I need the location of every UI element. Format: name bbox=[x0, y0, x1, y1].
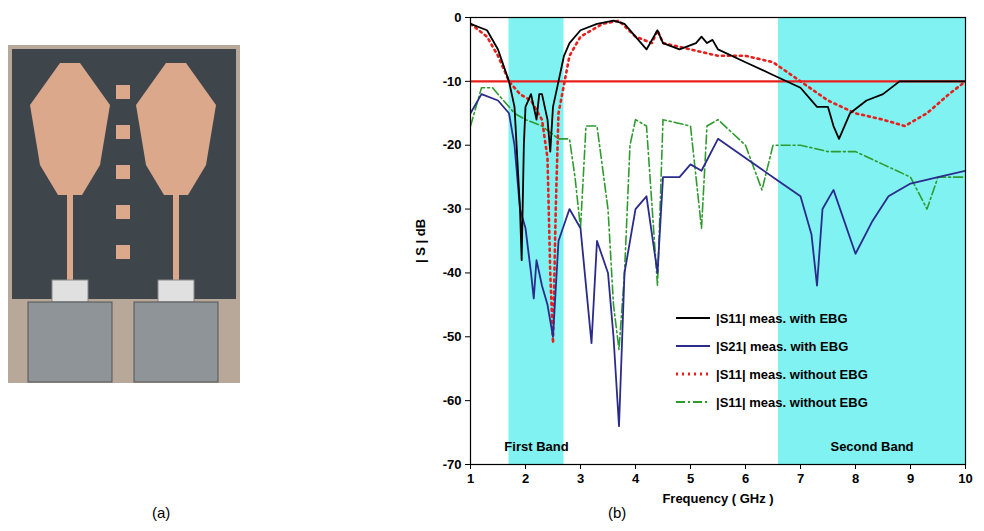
svg-text:| S | dB: | S | dB bbox=[413, 219, 428, 263]
svg-text:3: 3 bbox=[577, 471, 584, 486]
svg-text:4: 4 bbox=[632, 471, 640, 486]
svg-text:-70: -70 bbox=[443, 457, 462, 472]
svg-text:2: 2 bbox=[522, 471, 529, 486]
svg-text:|S11| meas. with EBG: |S11| meas. with EBG bbox=[716, 311, 848, 326]
svg-text:-50: -50 bbox=[443, 329, 462, 344]
svg-text:|S21| meas. with EBG: |S21| meas. with EBG bbox=[716, 339, 848, 354]
svg-text:|S11| meas. without EBG: |S11| meas. without EBG bbox=[716, 395, 868, 410]
svg-text:-40: -40 bbox=[443, 265, 462, 280]
svg-text:9: 9 bbox=[907, 471, 914, 486]
svg-text:5: 5 bbox=[687, 471, 694, 486]
svg-text:-30: -30 bbox=[443, 201, 462, 216]
svg-text:-60: -60 bbox=[443, 393, 462, 408]
svg-text:-20: -20 bbox=[443, 137, 462, 152]
svg-text:0: 0 bbox=[454, 10, 461, 25]
html-text:(a): (a) bbox=[152, 504, 171, 521]
svg-text:10: 10 bbox=[958, 471, 972, 486]
svg-text:First Band: First Band bbox=[504, 439, 568, 454]
svg-text:-10: -10 bbox=[443, 74, 462, 89]
svg-text:Frequency ( GHz ): Frequency ( GHz ) bbox=[662, 491, 773, 506]
svg-text:6: 6 bbox=[742, 471, 749, 486]
svg-text:7: 7 bbox=[797, 471, 804, 486]
html-text:(b): (b) bbox=[608, 504, 627, 521]
svg-text:8: 8 bbox=[852, 471, 859, 486]
svg-text:|S11| meas. without EBG: |S11| meas. without EBG bbox=[716, 367, 868, 382]
svg-text:1: 1 bbox=[467, 471, 474, 486]
svg-text:Second Band: Second Band bbox=[830, 439, 913, 454]
